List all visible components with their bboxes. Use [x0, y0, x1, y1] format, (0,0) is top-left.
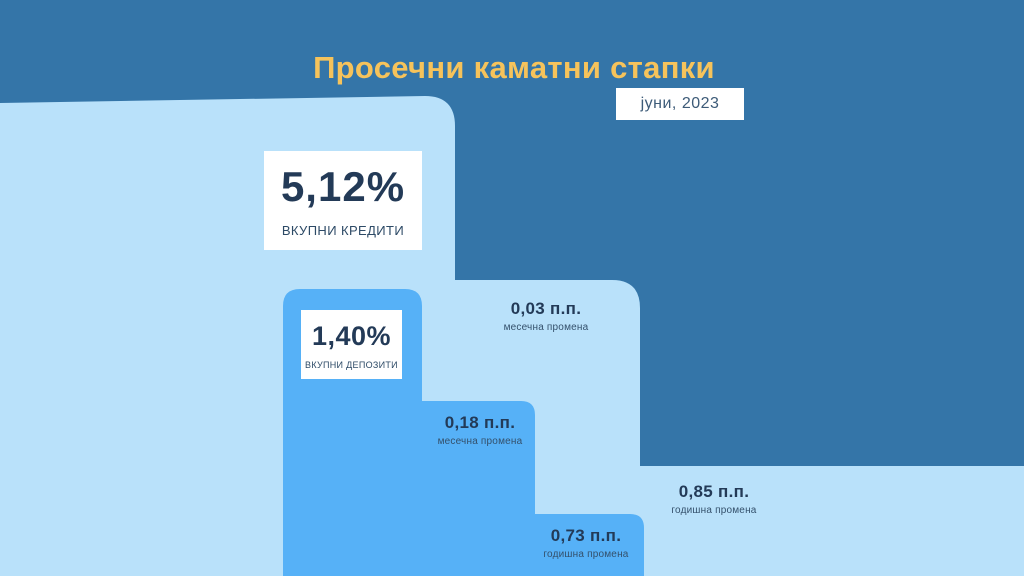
deposits-monthly-change: 0,18 п.п. месечна промена [420, 413, 540, 447]
deposits-rate: 1,40% [311, 321, 392, 351]
loans-monthly-label: месечна промена [503, 322, 589, 333]
loans-label: ВКУПНИ КРЕДИТИ [281, 223, 405, 238]
loans-yearly-value: 0,85 п.п. [678, 482, 750, 501]
loans-step-shape [0, 96, 1024, 576]
loans-yearly-change: 0,85 п.п. годишна промена [654, 482, 774, 516]
loans-rate: 5,12% [280, 163, 406, 210]
deposits-yearly-value: 0,73 п.п. [550, 526, 622, 545]
loans-monthly-value: 0,03 п.п. [510, 299, 582, 318]
date-badge: јуни, 2023 [616, 88, 744, 120]
page-title: Просечни каматни стапки [313, 50, 715, 85]
deposits-yearly-label: годишна промена [543, 549, 629, 560]
loans-yearly-label: годишна промена [671, 505, 757, 516]
deposits-card: 1,40% ВКУПНИ ДЕПОЗИТИ [301, 310, 402, 379]
deposits-yearly-change: 0,73 п.п. годишна промена [526, 526, 646, 560]
deposits-label: ВКУПНИ ДЕПОЗИТИ [305, 360, 398, 370]
loans-card: 5,12% ВКУПНИ КРЕДИТИ [264, 151, 422, 250]
deposits-monthly-value: 0,18 п.п. [444, 413, 516, 432]
loans-monthly-change: 0,03 п.п. месечна промена [486, 299, 606, 333]
deposits-monthly-label: месечна промена [437, 436, 523, 447]
